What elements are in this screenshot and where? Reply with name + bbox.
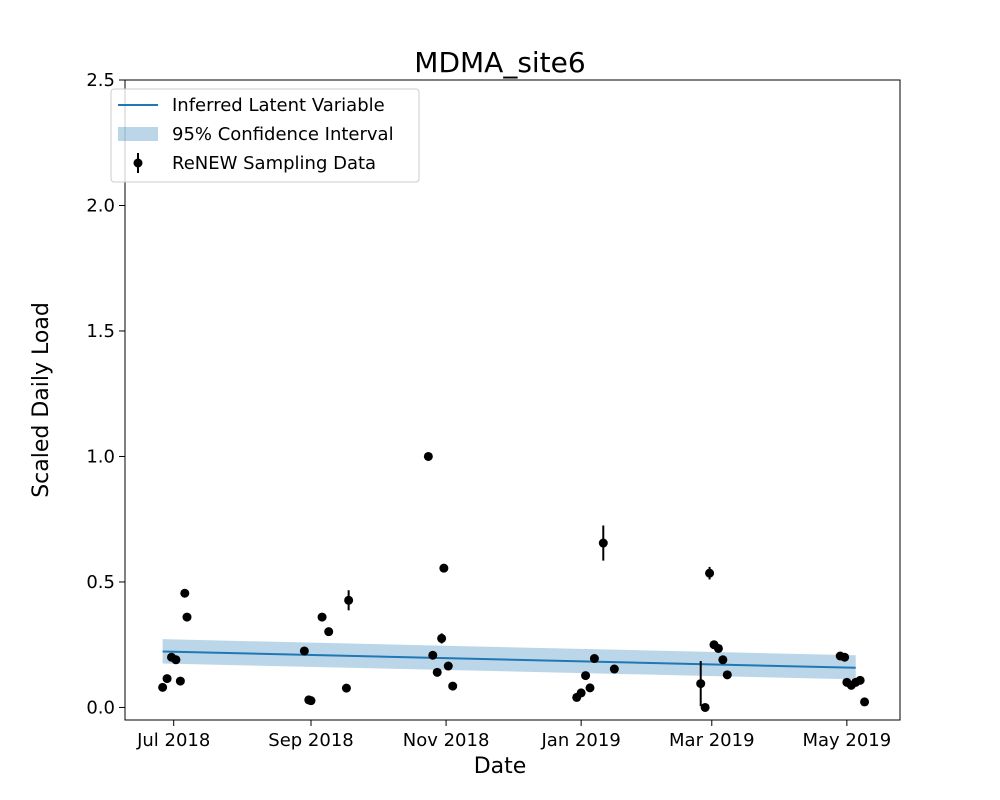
data-marker <box>718 655 728 665</box>
y-tick-label: 2.0 <box>86 195 115 216</box>
data-point <box>437 633 447 644</box>
data-point <box>443 661 453 671</box>
y-tick-label: 0.0 <box>86 697 115 718</box>
data-point <box>585 683 595 693</box>
data-marker <box>182 612 192 622</box>
data-marker <box>705 568 715 578</box>
data-point <box>162 674 172 684</box>
data-point <box>598 525 608 561</box>
data-point <box>324 627 334 637</box>
y-tick-label: 1.5 <box>86 321 115 342</box>
data-marker <box>448 681 458 691</box>
data-marker <box>589 654 599 664</box>
x-tick-label: Nov 2018 <box>403 730 490 751</box>
legend-label-sampling: ReNEW Sampling Data <box>172 153 376 174</box>
plot-area <box>158 451 870 712</box>
data-point <box>609 664 619 674</box>
data-point <box>722 670 732 680</box>
data-point <box>344 590 354 611</box>
legend-band-swatch <box>118 127 158 141</box>
data-point <box>175 676 185 686</box>
data-point <box>718 655 728 665</box>
data-marker <box>696 679 706 689</box>
data-point <box>855 675 865 685</box>
data-marker <box>324 627 334 637</box>
y-axis: 0.0 0.5 1.0 1.5 2.0 2.5 <box>86 70 125 718</box>
data-marker <box>855 675 865 685</box>
data-point <box>182 612 192 622</box>
data-point <box>576 688 586 698</box>
data-point <box>180 588 190 598</box>
data-marker <box>432 667 442 677</box>
y-tick-label: 2.5 <box>86 70 115 91</box>
data-point <box>840 652 850 662</box>
data-marker <box>175 676 185 686</box>
legend-box <box>110 88 420 183</box>
data-point <box>448 681 458 691</box>
data-point <box>705 566 715 580</box>
data-marker <box>700 702 710 712</box>
data-marker <box>713 643 723 653</box>
x-tick-label: Jul 2018 <box>136 730 210 751</box>
data-point <box>581 671 591 681</box>
x-tick-label: Jan 2019 <box>541 730 621 751</box>
legend-label-confidence: 95% Confidence Interval <box>172 124 394 145</box>
data-marker <box>722 670 732 680</box>
data-marker <box>306 696 316 706</box>
data-marker <box>341 683 351 693</box>
data-point <box>696 661 706 707</box>
plot-frame <box>124 79 901 721</box>
data-marker <box>299 646 309 656</box>
data-point <box>423 451 433 461</box>
data-marker <box>840 652 850 662</box>
y-tick-label: 0.5 <box>86 572 115 593</box>
x-axis: Jul 2018 Sep 2018 Nov 2018 Jan 2019 Mar 2019… <box>136 720 891 751</box>
data-marker <box>428 650 438 660</box>
data-marker <box>576 688 586 698</box>
data-point <box>428 650 438 660</box>
data-point <box>432 667 442 677</box>
data-point <box>700 702 710 712</box>
x-tick-label: May 2019 <box>802 730 891 751</box>
legend-marker-swatch <box>133 158 143 168</box>
data-marker <box>423 451 433 461</box>
data-point <box>299 646 309 656</box>
x-tick-label: Sep 2018 <box>268 730 353 751</box>
data-marker <box>439 563 449 573</box>
data-point <box>589 654 599 664</box>
data-marker <box>171 655 181 665</box>
legend: Inferred Latent Variable 95% Confidence … <box>110 88 420 183</box>
data-marker <box>860 697 870 707</box>
data-point <box>306 696 316 706</box>
data-point <box>341 683 351 693</box>
data-marker <box>162 674 172 684</box>
x-tick-label: Mar 2019 <box>669 730 755 751</box>
data-marker <box>598 538 608 548</box>
data-marker <box>443 661 453 671</box>
data-marker <box>158 682 168 692</box>
chart-title: MDMA_site6 <box>414 46 585 79</box>
data-marker <box>180 588 190 598</box>
data-marker <box>581 671 591 681</box>
data-point <box>439 563 449 573</box>
data-marker <box>585 683 595 693</box>
data-point <box>860 697 870 707</box>
data-marker <box>609 664 619 674</box>
data-marker <box>317 612 327 622</box>
x-axis-label: Date <box>474 754 527 779</box>
data-point <box>171 655 181 665</box>
data-point <box>158 682 168 692</box>
data-marker <box>437 633 447 643</box>
data-point <box>713 643 723 653</box>
data-point <box>317 612 327 622</box>
data-marker <box>344 595 354 605</box>
latent-variable-line <box>162 650 856 669</box>
y-axis-label: Scaled Daily Load <box>29 302 54 498</box>
legend-label-latent: Inferred Latent Variable <box>172 95 385 116</box>
y-tick-label: 1.0 <box>86 446 115 467</box>
